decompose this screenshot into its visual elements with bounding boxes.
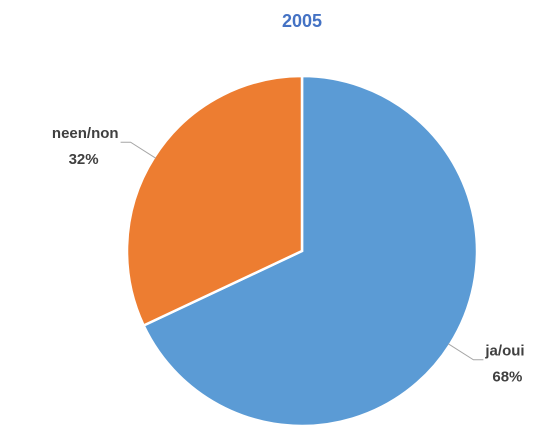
value-label: 32% — [69, 151, 99, 168]
leader-line — [448, 343, 484, 361]
value-label: 68% — [492, 369, 522, 386]
category-label: neen/non — [52, 125, 119, 142]
category-label: ja/oui — [484, 343, 524, 360]
leader-line — [120, 141, 156, 159]
chart-title: 2005 — [282, 11, 322, 31]
